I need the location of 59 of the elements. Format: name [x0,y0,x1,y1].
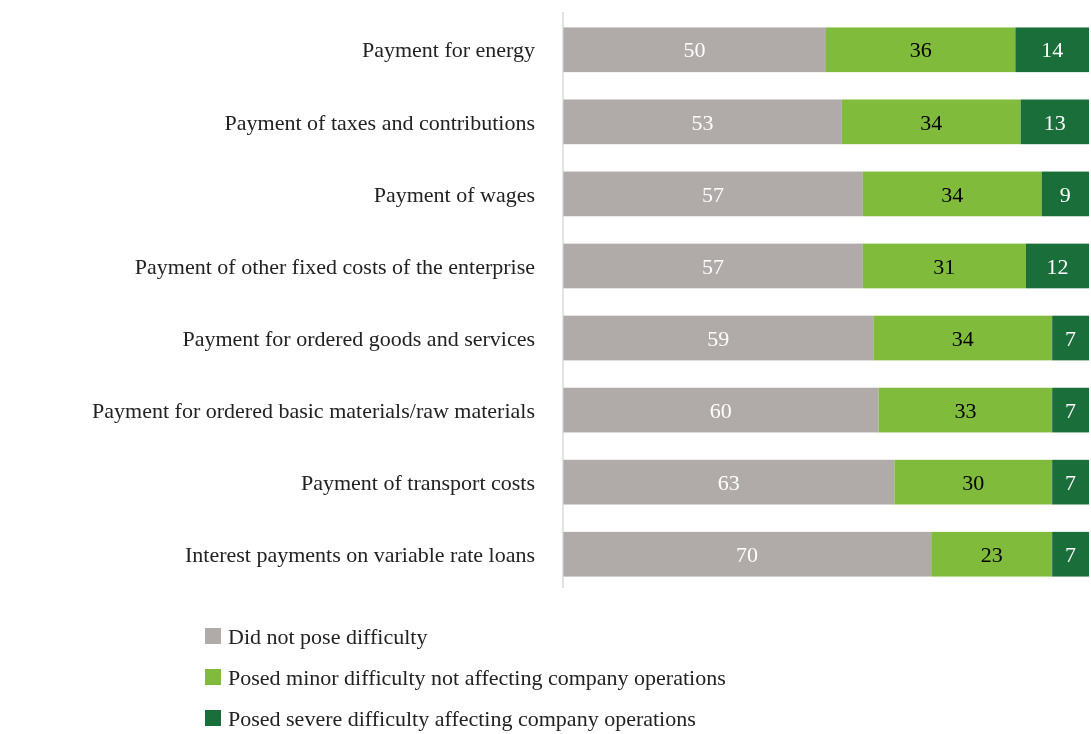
bar [563,387,879,433]
data-label: 31 [933,253,956,279]
y-tick-label: Payment of other fixed costs of the enterprise [134,253,535,279]
bar [894,459,1053,505]
y-tick-label: Payment of wages [373,181,535,207]
bar [931,531,1053,577]
bar [563,171,863,217]
bar [563,99,842,145]
data-label: 34 [941,181,964,207]
data-label: 60 [709,397,732,423]
bar [878,387,1053,433]
legend-label: Posed minor difficulty not affecting company operations [228,664,726,690]
data-label: 57 [701,253,724,279]
bar [1052,531,1089,577]
bar [1020,99,1089,145]
data-label: 7 [1065,397,1077,423]
bar [1041,171,1089,217]
bar [1015,27,1089,73]
data-label: 30 [962,469,985,495]
bar [1052,387,1089,433]
data-label: 7 [1065,541,1077,567]
bar [862,243,1026,289]
bar [873,315,1053,361]
bar [563,27,826,73]
data-label: 50 [683,37,706,63]
y-tick-label: Payment for energy [361,37,535,63]
data-label: 14 [1041,37,1064,63]
bar [862,171,1042,217]
data-label: 7 [1065,469,1077,495]
data-label: 13 [1043,109,1066,135]
data-label: 9 [1059,181,1071,207]
bar [563,315,874,361]
bar [563,459,895,505]
bar [1025,243,1089,289]
data-label: 33 [954,397,977,423]
data-label: 12 [1046,253,1069,279]
y-tick-label: Payment of transport costs [300,469,535,495]
legend-label: Did not pose difficulty [228,623,428,649]
y-tick-label: Payment for ordered basic materials/raw materials [92,397,535,423]
bar [1052,315,1089,361]
data-label: 7 [1065,325,1077,351]
y-tick-label: Interest payments on variable rate loans [184,541,535,567]
bar [1052,459,1089,505]
data-label: 63 [717,469,740,495]
data-label: 53 [691,109,714,135]
bar [563,531,932,577]
legend-label: Posed severe difficulty affecting company operations [228,705,696,731]
bar [826,27,1016,73]
data-label: 57 [701,181,724,207]
data-label: 34 [951,325,974,351]
bar [563,243,863,289]
y-tick-label: Payment of taxes and contributions [224,109,535,135]
data-label: 23 [980,541,1003,567]
data-label: 59 [707,325,730,351]
bar [841,99,1021,145]
data-label: 34 [920,109,943,135]
data-label: 36 [909,37,932,63]
y-tick-label: Payment for ordered goods and services [182,325,535,351]
data-label: 70 [736,541,759,567]
